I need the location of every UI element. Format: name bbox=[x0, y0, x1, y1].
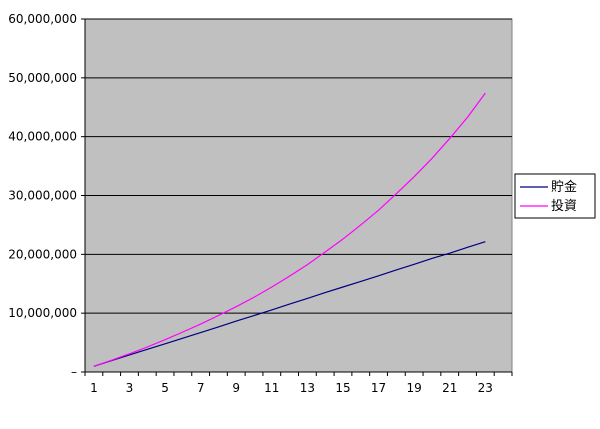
x-axis: 1 3 5 7 9 11 13 15 17 19 21 23 bbox=[84, 371, 513, 395]
legend: 貯金 投資 bbox=[514, 173, 596, 219]
x-tick-label: 15 bbox=[335, 381, 350, 395]
series-line-chokin bbox=[93, 241, 486, 367]
x-tick-label: 13 bbox=[300, 381, 315, 395]
x-tick-label: 3 bbox=[126, 381, 134, 395]
y-tick-label: 40,000,000 bbox=[8, 130, 77, 144]
y-tick-label: 20,000,000 bbox=[8, 247, 77, 261]
y-tick-label: – bbox=[71, 365, 77, 379]
x-tick-label: 5 bbox=[161, 381, 169, 395]
x-tick-label: 1 bbox=[90, 381, 98, 395]
legend-label-toushi: 投資 bbox=[551, 198, 577, 214]
y-tick-label: 50,000,000 bbox=[8, 71, 77, 85]
x-tick-label: 9 bbox=[232, 381, 240, 395]
x-tick-label: 11 bbox=[264, 381, 279, 395]
x-tick-label: 17 bbox=[371, 381, 386, 395]
legend-label-chokin: 貯金 bbox=[551, 179, 577, 195]
gridlines bbox=[85, 18, 512, 314]
x-tick-label: 7 bbox=[197, 381, 205, 395]
series-layer bbox=[93, 92, 486, 367]
y-tick-label: 10,000,000 bbox=[8, 306, 77, 320]
x-tick-label: 21 bbox=[442, 381, 457, 395]
y-tick-label: 30,000,000 bbox=[8, 189, 77, 203]
legend-box bbox=[514, 173, 596, 219]
x-tick-label: 19 bbox=[407, 381, 422, 395]
x-tick-label: 23 bbox=[478, 381, 493, 395]
y-axis: – 10,000,000 20,000,000 30,000,000 40,000,00… bbox=[8, 12, 86, 379]
series-line-toushi bbox=[93, 92, 486, 367]
y-tick-label: 60,000,000 bbox=[8, 12, 77, 26]
